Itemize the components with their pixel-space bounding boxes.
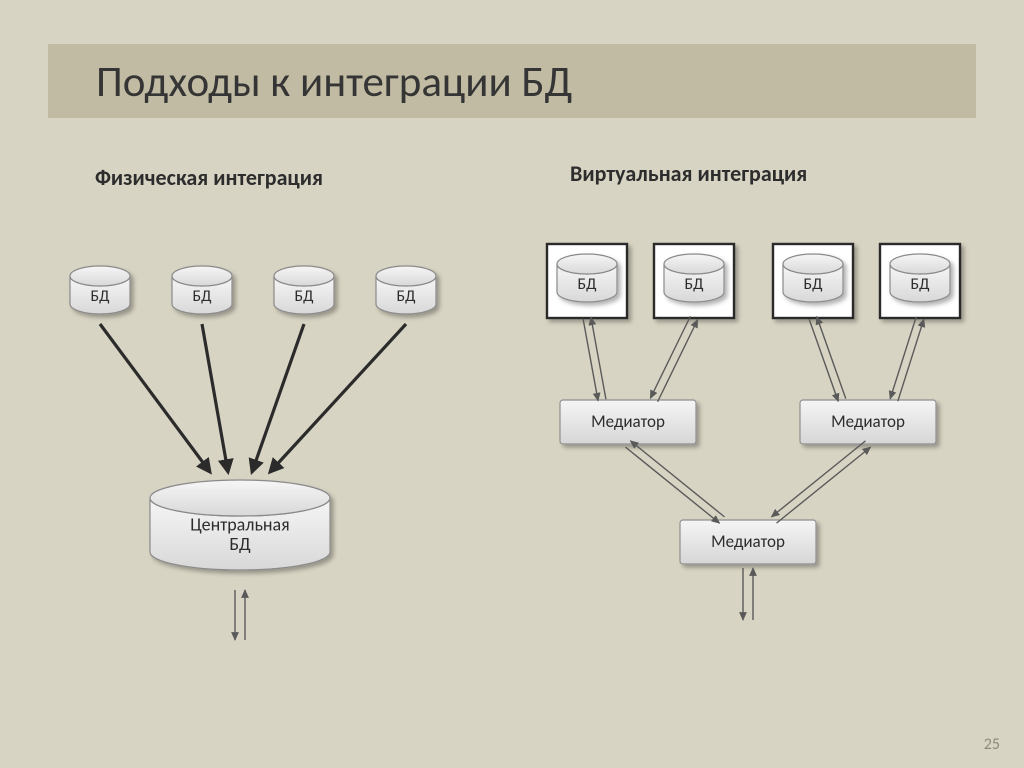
diagram-svg: БДБДБДБДЦентральнаяБДБДБДБДБДМедиаторМед… <box>0 0 1024 768</box>
virtual-db-1-label: БД <box>685 275 704 294</box>
arrow-bi <box>817 317 846 399</box>
page-number: 25 <box>984 735 1000 754</box>
arrow-bi <box>777 447 871 523</box>
mediator-bottom-label: Медиатор <box>711 531 785 552</box>
arrow-bi <box>625 447 719 523</box>
arrow <box>202 324 228 472</box>
central-db-label: Центральная <box>190 513 289 535</box>
arrow <box>270 324 406 472</box>
arrow-bi <box>631 441 725 517</box>
virtual-db-2-label: БД <box>804 275 823 294</box>
arrow-bi <box>658 320 698 402</box>
virtual-db-0-label: БД <box>578 275 597 294</box>
arrow <box>252 324 304 472</box>
arrow-bi <box>771 441 865 517</box>
mediator-top-1-label: Медиатор <box>831 411 905 432</box>
arrow-bi <box>650 316 690 398</box>
arrow-bi <box>583 319 598 401</box>
physical-db-1-label: БД <box>193 287 212 306</box>
central-db-label: БД <box>229 533 251 555</box>
physical-db-2-label: БД <box>295 287 314 306</box>
physical-db-3-label: БД <box>397 287 416 306</box>
arrow <box>100 324 210 472</box>
physical-db-0-label: БД <box>91 287 110 306</box>
arrow-bi <box>591 317 606 399</box>
arrow-bi <box>809 319 838 401</box>
virtual-db-3-label: БД <box>911 275 930 294</box>
mediator-top-0-label: Медиатор <box>591 411 665 432</box>
